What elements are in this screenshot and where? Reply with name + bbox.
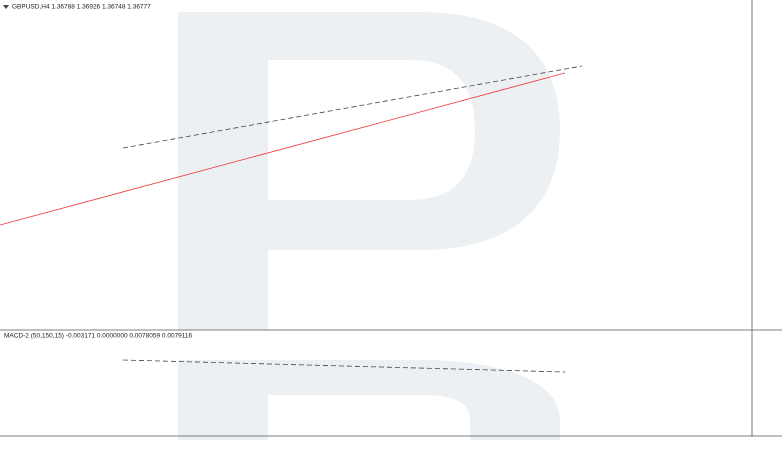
watermark-shape	[178, 12, 560, 330]
trend-line	[122, 65, 583, 149]
trend-line	[122, 359, 566, 373]
menu-triangle	[3, 5, 9, 9]
indicator-title: MACD-2 (50,150,15) -0.003171 0.0000000 0…	[4, 333, 193, 340]
trend-line	[0, 72, 566, 226]
watermark-shape	[178, 360, 560, 440]
chart-title: GBPUSD,H4 1.36788 1.36926 1.36748 1.3677…	[12, 4, 151, 11]
watermark	[178, 12, 560, 440]
